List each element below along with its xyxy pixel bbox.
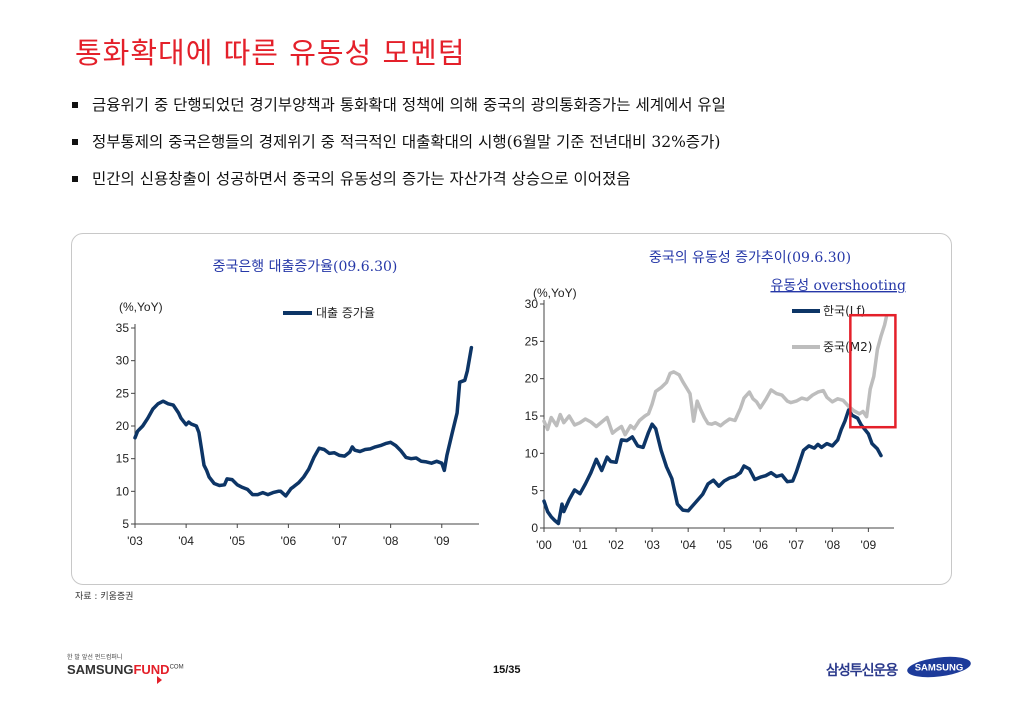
y-tick-label: 10	[116, 484, 130, 498]
y-tick-label: 5	[531, 484, 538, 498]
x-tick-label: '08	[825, 538, 841, 552]
x-tick-label: '01	[572, 538, 588, 552]
samsung-fund-logo: 한 발 앞선 펀드컴퍼니 SAMSUNGFUNDCOM	[67, 652, 184, 688]
y-tick-label: 15	[116, 452, 130, 466]
overshooting-highlight-box	[849, 313, 897, 429]
y-tick-label: 10	[525, 446, 539, 460]
y-tick-label: 20	[525, 372, 539, 386]
y-tick-label: 5	[122, 517, 129, 531]
x-tick-label: '04	[680, 538, 696, 552]
page-title: 통화확대에 따른 유동성 모멘텀	[75, 36, 466, 70]
logo-samsung: SAMSUNG	[67, 662, 134, 677]
x-tick-label: '07	[332, 534, 348, 548]
y-tick-label: 25	[525, 334, 539, 348]
series-line-2	[542, 314, 889, 437]
chart-title: 중국은행 대출증가율(09.6.30)	[213, 259, 398, 275]
bullet-list: 금융위기 중 단행되었던 경기부양책과 통화확대 정책에 의해 중국의 광의통화…	[72, 95, 726, 206]
chart-title: 중국의 유동성 증가추이(09.6.30)	[649, 250, 851, 266]
legend: 한국(Lf) 중국(M2)	[792, 304, 872, 354]
logo-arrow-icon	[157, 676, 162, 684]
y-tick-label: 25	[116, 386, 130, 400]
logo-com: COM	[169, 664, 184, 671]
chart-panel	[71, 233, 952, 585]
company-name: 삼성투신운용	[826, 663, 898, 679]
bullet-item: 정부통제의 중국은행들의 경제위기 중 적극적인 대출확대의 시행(6월말 기준…	[72, 132, 726, 169]
x-tick-label: '05	[716, 538, 732, 552]
x-tick-label: '07	[788, 538, 804, 552]
y-tick-label: 15	[525, 409, 539, 423]
bullet-item: 민간의 신용창출이 성공하면서 중국의 유동성의 증가는 자산가격 상승으로 이…	[72, 169, 726, 206]
legend: 대출 증가율	[283, 306, 375, 320]
legend-label: 중국(M2)	[823, 340, 872, 354]
logo-tagline: 한 발 앞선 펀드컴퍼니	[67, 654, 123, 661]
series-line-1	[542, 408, 883, 526]
x-tick-label: '06	[752, 538, 768, 552]
logo-fund: FUND	[133, 662, 170, 677]
source-note: 자료 : 키움증권	[75, 592, 134, 602]
samsung-logo: SAMSUNG	[907, 656, 971, 678]
legend-label: 대출 증가율	[316, 306, 375, 320]
y-tick-label: 35	[116, 321, 130, 335]
x-tick-label: '05	[229, 534, 245, 548]
liquidity-growth-chart: 중국의 유동성 증가추이(09.6.30) 유동성 overshooting (…	[525, 250, 906, 552]
x-tick-label: '04	[178, 534, 194, 548]
x-tick-label: '08	[383, 534, 399, 548]
y-axis-unit: (%,YoY)	[533, 286, 577, 300]
x-tick-label: '03	[644, 538, 660, 552]
y-axis-unit: (%,YoY)	[119, 300, 163, 314]
overshooting-annotation: 유동성 overshooting	[770, 278, 906, 294]
x-tick-label: '03	[127, 534, 143, 548]
page-number: 15/35	[493, 664, 521, 676]
x-tick-label: '09	[861, 538, 877, 552]
x-tick-label: '02	[608, 538, 624, 552]
bullet-item: 금융위기 중 단행되었던 경기부양책과 통화확대 정책에 의해 중국의 광의통화…	[72, 95, 726, 132]
x-tick-label: '06	[281, 534, 297, 548]
x-tick-label: '09	[434, 534, 450, 548]
x-tick-label: '00	[536, 538, 552, 552]
series-line-1	[133, 345, 474, 498]
samsung-logo-text: SAMSUNG	[915, 663, 964, 674]
y-tick-label: 20	[116, 419, 130, 433]
y-tick-label: 30	[116, 354, 130, 368]
y-tick-label: 0	[531, 521, 538, 535]
loan-growth-chart: 중국은행 대출증가율(09.6.30) (%,YoY) 대출 증가율 5 10 15…	[116, 259, 479, 548]
y-tick-label: 30	[525, 297, 539, 311]
